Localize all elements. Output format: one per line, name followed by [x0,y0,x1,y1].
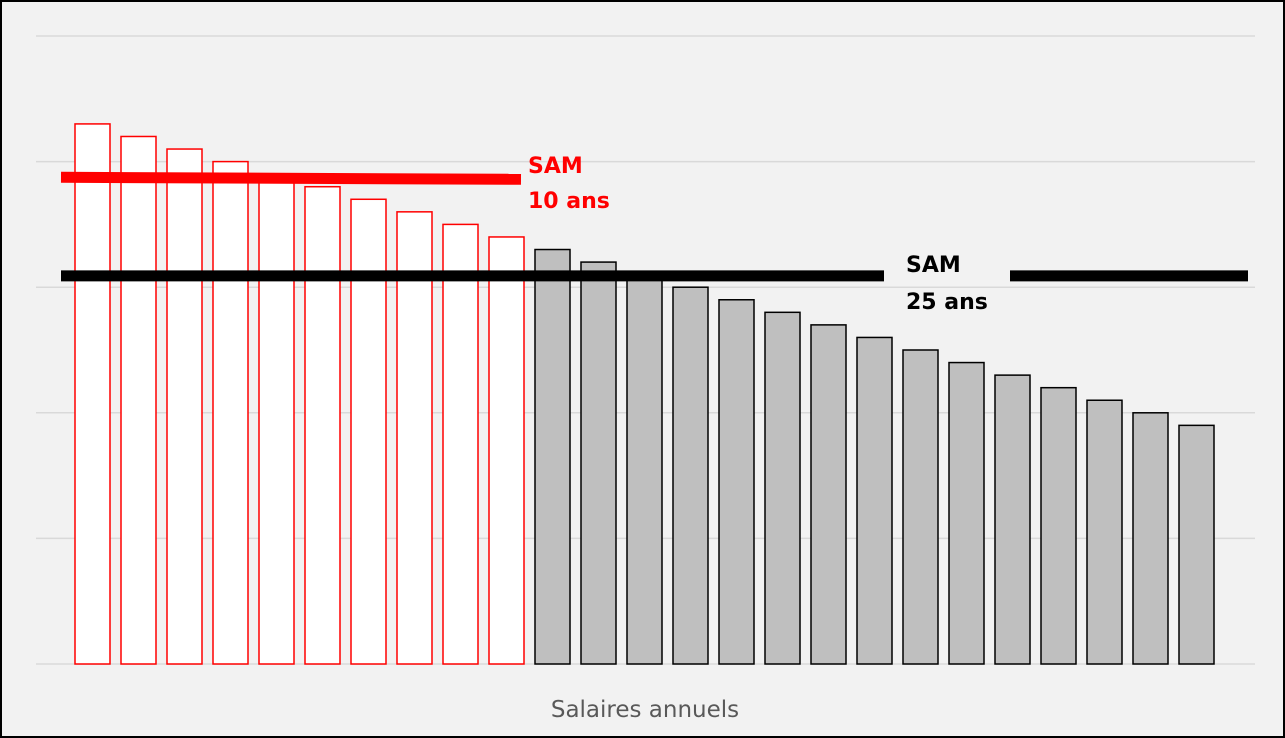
bar [534,248,571,665]
bars [74,123,1215,665]
bar [810,324,847,665]
bar [902,349,939,665]
bar [856,336,893,665]
bar-highlighted [258,173,295,665]
bar [994,374,1031,665]
bar [1132,412,1169,665]
sam-10-line [60,171,522,185]
sam-25-label-line1: SAM [906,253,961,278]
x-axis-title: Salaires annuels [551,697,739,723]
bar [1086,399,1123,665]
bar-highlighted [304,185,341,665]
bar-highlighted [120,135,157,665]
bar-highlighted [166,148,203,665]
bar [626,273,663,665]
sam-10-label-line2: 10 ans [528,189,610,214]
bar-highlighted [350,198,387,665]
bar-highlighted [442,223,479,665]
bar-highlighted [488,236,525,665]
bar [764,311,801,665]
bar [580,261,617,665]
bar-highlighted [212,160,249,665]
sam-10-label-line1: SAM [528,154,583,179]
bar [718,299,755,665]
bar [948,361,985,665]
bar-highlighted [74,123,111,665]
bar [1040,386,1077,665]
sam-25-label-line2: 25 ans [906,290,988,315]
bar-highlighted [396,211,433,665]
reference-lines [60,171,1248,282]
bar [1178,424,1215,665]
bar [672,286,709,665]
